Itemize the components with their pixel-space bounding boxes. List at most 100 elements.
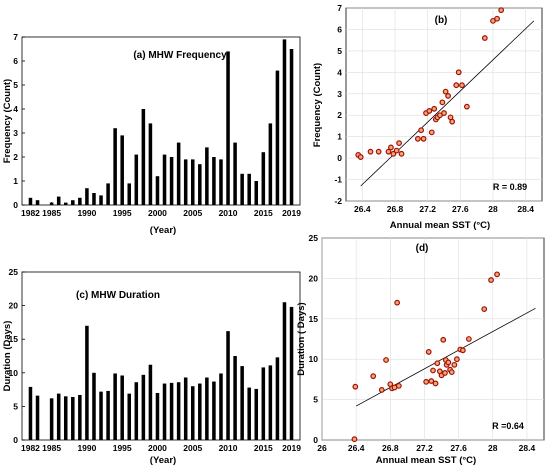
- panel-a-bar-1982: [28, 197, 33, 205]
- panel-b-ytick-label: 6: [337, 24, 342, 34]
- panel-d-point-28: [459, 347, 466, 354]
- panel-d-xtick-label: 27.2: [416, 443, 433, 453]
- panel-c-title: (c) MHW Duration: [76, 290, 160, 301]
- panel-c-bar-2008: [212, 381, 216, 440]
- panel-b-ytick-label: 0: [337, 153, 342, 163]
- panel-b-point-6: [390, 150, 397, 157]
- panel-c-bar-2004: [183, 377, 188, 440]
- panel-c-bar-1987: [63, 396, 68, 440]
- panel-d-point-13: [430, 367, 436, 374]
- panel-b-fit-line: [360, 20, 535, 187]
- panel-c-bar-2016: [268, 365, 273, 440]
- panel-a-ytick-label: 6: [13, 56, 18, 66]
- panel-b-point-28: [459, 82, 465, 89]
- panel-a-xtick-label: 1985: [42, 208, 61, 218]
- panel-c-bar-2003: [176, 382, 181, 440]
- panel-a-bar-2006: [198, 164, 202, 205]
- panel-a-bar-2013: [247, 173, 251, 205]
- panel-a-bar-2003: [176, 142, 181, 205]
- panel-b-xtick-label: 28.4: [517, 204, 534, 214]
- panel-b-ytick-label: -2: [334, 196, 342, 206]
- panel-c-ytick-label: 5: [13, 401, 18, 411]
- panel-c-xtick-label: 2019: [282, 443, 301, 453]
- panel-a-bar-2009: [219, 159, 223, 205]
- panel-c-bar-2000: [155, 392, 160, 440]
- panel-c-bar-2005: [190, 386, 195, 440]
- panel-c-ytick-label: 20: [9, 301, 19, 311]
- panel-c-xtick-label: 1995: [113, 443, 132, 453]
- panel-b-point-16: [431, 105, 438, 112]
- panel-b-xtick-label: 26.4: [354, 204, 371, 214]
- panel-b-point-22: [442, 88, 449, 95]
- panel-c-bar-2007: [205, 377, 209, 440]
- panel-a-bar-1996: [127, 183, 132, 205]
- panel-a-bar-1986: [56, 196, 61, 205]
- panel-c-xtick-label: 1990: [77, 443, 96, 453]
- panel-a-ylabel: Frequency (Count): [2, 79, 13, 163]
- panel-c-xtick-label: 2010: [219, 443, 238, 453]
- panel-a-bar-2012: [240, 173, 244, 205]
- panel-b-frequency-scatter: (b) Annual mean SST (°C) Frequency (Coun…: [312, 3, 543, 231]
- panel-d-point-26: [454, 356, 460, 363]
- panel-c-bar-1996: [127, 393, 132, 440]
- panel-b-point-7: [393, 147, 400, 154]
- panel-b-point-20: [439, 99, 446, 106]
- panel-d-point-15: [434, 360, 441, 367]
- panel-c-ytick-label: 10: [9, 368, 19, 378]
- panel-a-ytick-label: 3: [13, 128, 18, 138]
- panel-a-xtick-label: 2005: [183, 208, 202, 218]
- panel-a-bar-2011: [233, 142, 237, 205]
- panel-d-point-1: [352, 383, 359, 390]
- panel-d-point-9: [395, 382, 402, 389]
- panel-d-ytick-label: 15: [309, 314, 319, 324]
- panel-c-bar-1989: [78, 394, 82, 440]
- panel-d-ytick-label: 20: [309, 273, 319, 283]
- panel-c-bar-2009: [219, 373, 223, 440]
- panel-a-xtick-label: 1995: [113, 208, 132, 218]
- panel-c-bar-2006: [198, 383, 202, 440]
- panel-a-bar-2002: [169, 157, 174, 205]
- panel-a-bar-2015: [261, 152, 266, 205]
- panel-d-ytick-label: 5: [313, 395, 318, 405]
- panel-d-xtick-label: 28: [488, 443, 498, 453]
- panel-c-bar-1991: [92, 372, 96, 440]
- panel-c-bar-2017: [275, 357, 280, 440]
- panel-b-point-15: [428, 129, 435, 136]
- panel-d-duration-scatter: (d) Annual mean SST (°C) Duration ( Days…: [296, 233, 545, 466]
- panel-a-bar-2016: [268, 123, 273, 205]
- panel-d-xtick-label: 27.6: [450, 443, 467, 453]
- panel-a-xtick-label: 2015: [254, 208, 273, 218]
- panel-c-bar-1999: [148, 364, 153, 440]
- panel-d-point-0: [351, 436, 358, 443]
- panel-a-xlabel: (Year): [150, 225, 176, 236]
- panel-d-point-12: [428, 378, 435, 384]
- panel-a-bar-2010: [226, 51, 230, 206]
- panel-b-label: (b): [435, 15, 448, 26]
- panel-d-ytick-label: 10: [309, 354, 319, 364]
- panel-b-point-3: [375, 148, 382, 155]
- panel-c-bar-1985: [49, 398, 54, 440]
- panel-a-bar-2017: [275, 70, 280, 205]
- panel-b-point-4: [385, 148, 392, 155]
- panel-a-ytick-label: 0: [13, 200, 18, 210]
- panel-a-title: (a) MHW Frequency: [133, 50, 227, 61]
- panel-a-bar-2014: [254, 181, 259, 205]
- panel-b-point-9: [398, 150, 405, 157]
- panel-c-bar-1994: [113, 373, 117, 440]
- panel-c-bar-1992: [99, 391, 103, 440]
- panel-d-point-14: [432, 380, 439, 387]
- panel-c-bar-2012: [240, 366, 244, 440]
- panel-d-point-2: [370, 373, 377, 380]
- panel-b-point-29: [463, 103, 470, 110]
- panel-a-bar-1992: [99, 195, 103, 205]
- panel-d-r-value: R =0.64: [492, 421, 524, 431]
- panel-c-bar-1995: [120, 375, 124, 440]
- panel-a-bar-2001: [162, 154, 167, 205]
- panel-a-frame: [21, 36, 301, 206]
- panel-a-bar-1991: [92, 193, 96, 205]
- panel-d-xtick-label: 28.4: [519, 443, 536, 453]
- panel-c-bar-2014: [254, 388, 259, 440]
- panel-b-xtick-label: 27.2: [419, 204, 436, 214]
- panel-b-point-5: [388, 144, 394, 151]
